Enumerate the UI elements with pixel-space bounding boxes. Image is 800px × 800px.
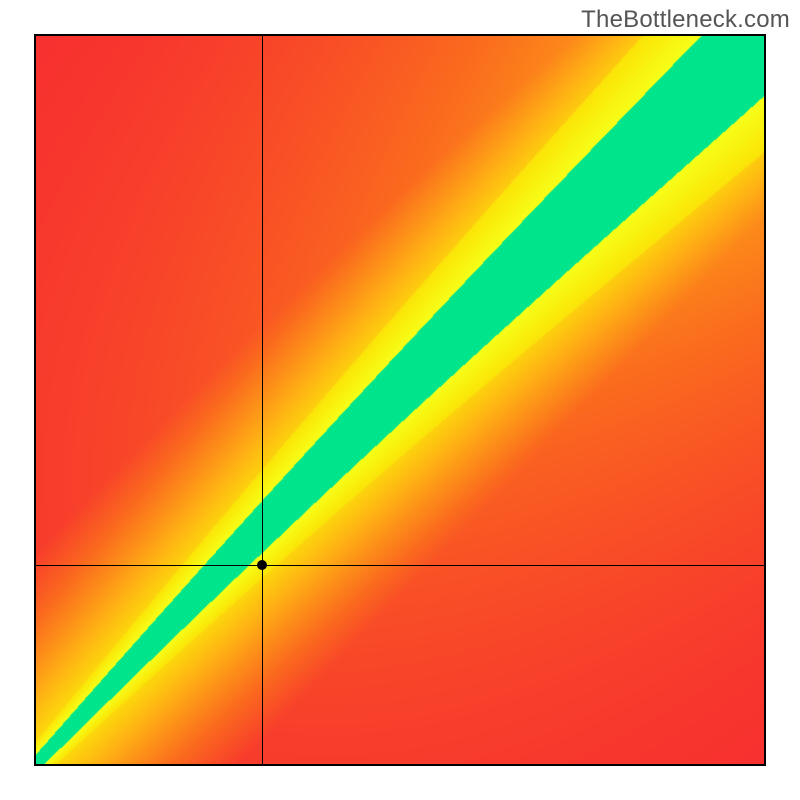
chart-container: TheBottleneck.com — [0, 0, 800, 800]
crosshair-vertical — [262, 34, 263, 766]
crosshair-horizontal — [34, 565, 766, 566]
heatmap-plot — [34, 34, 766, 766]
watermark-text: TheBottleneck.com — [581, 6, 790, 34]
heatmap-canvas — [34, 34, 766, 766]
